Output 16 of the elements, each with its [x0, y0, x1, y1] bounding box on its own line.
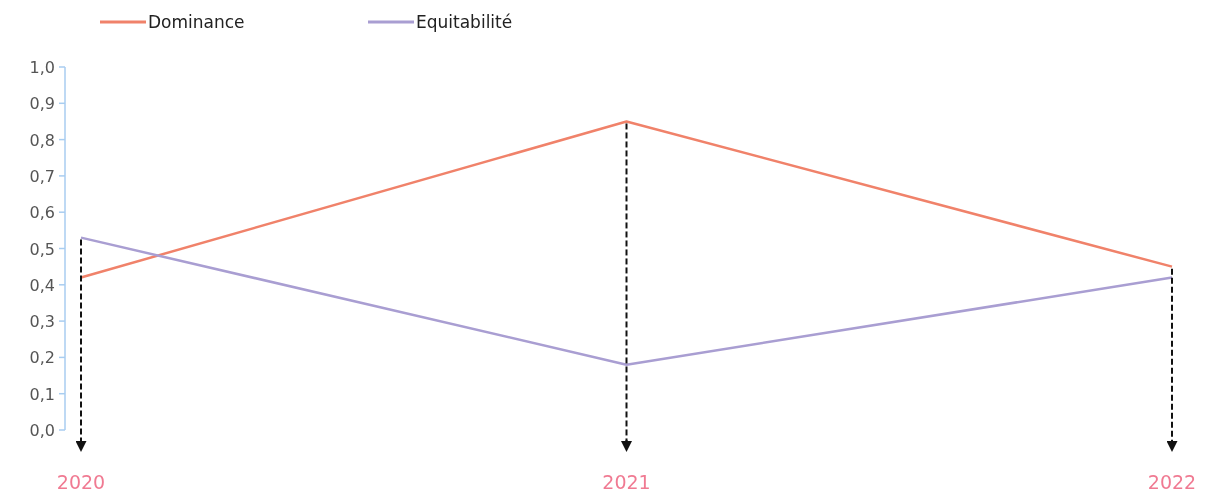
y-tick-label: 0,5	[29, 239, 55, 259]
x-tick-label: 2021	[602, 471, 651, 493]
y-tick-label: 0,1	[29, 384, 55, 404]
y-tick-label: 0,9	[29, 94, 55, 114]
y-tick-label: 0,8	[29, 130, 55, 150]
y-tick-label: 0,4	[29, 275, 55, 295]
x-tick-label: 2022	[1147, 471, 1197, 493]
y-tick-label: 0,7	[29, 166, 55, 186]
y-tick-label: 0,2	[29, 348, 55, 368]
y-tick-label: 0,3	[29, 312, 55, 332]
legend-label: Dominance	[148, 12, 245, 32]
y-tick-label: 0,6	[29, 203, 55, 223]
x-tick-label: 2020	[56, 471, 106, 493]
legend-label: Equitabilité	[416, 12, 513, 32]
y-tick-label: 0,0	[29, 421, 55, 440]
y-tick-label: 1,0	[29, 58, 55, 77]
